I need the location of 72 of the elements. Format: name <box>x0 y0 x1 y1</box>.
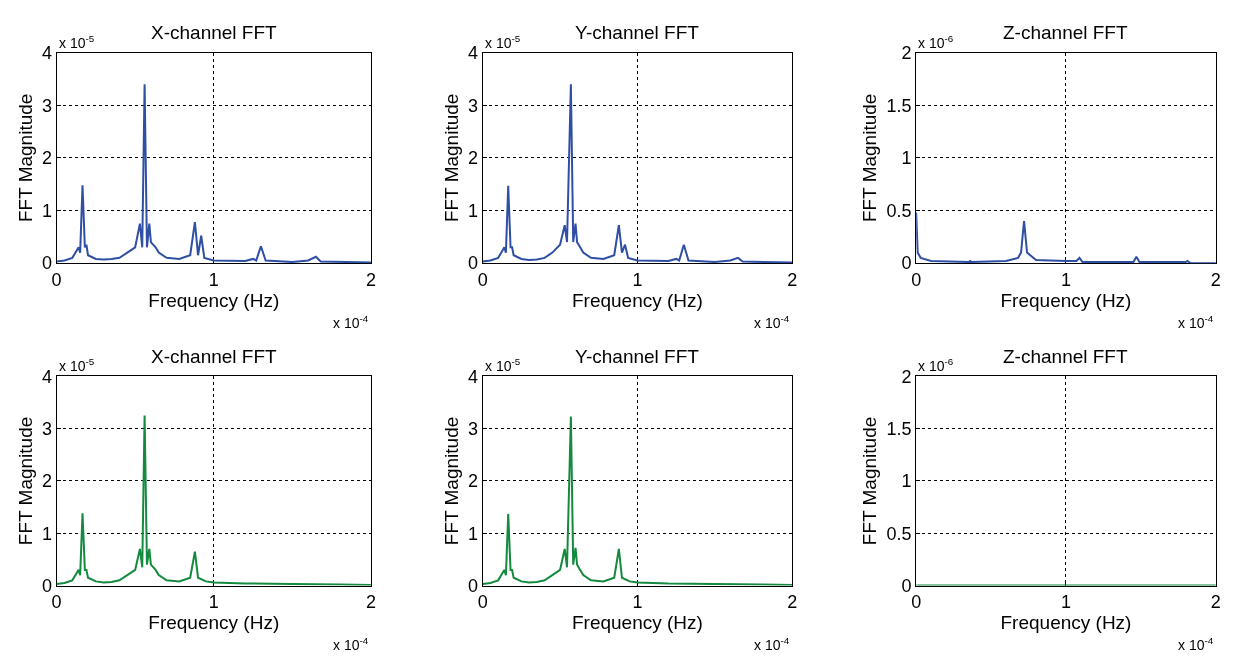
text: x 10$^{-4}$ <box>1178 635 1214 653</box>
y-tick-label: 4 <box>468 366 479 387</box>
y-tick-label: 0 <box>41 253 52 274</box>
text: x 10$^{-5}$ <box>59 356 95 374</box>
y-tick-label: 0 <box>901 575 912 596</box>
chart-title: Y-channel FFT <box>575 22 700 43</box>
y-tick-label: 4 <box>41 366 52 387</box>
text: x 10$^{-4}$ <box>333 313 369 331</box>
x-axis-title: Frequency (Hz) <box>148 289 280 311</box>
x-tick-label: 2 <box>1210 592 1221 613</box>
y-tick-label: 0 <box>468 253 479 274</box>
chart-title: Z-channel FFT <box>1003 346 1128 367</box>
text: x 10$^{-4}$ <box>333 635 369 653</box>
y-tick-label: 2 <box>468 471 479 492</box>
x-tick-label: 1 <box>208 269 219 290</box>
text: x 10$^{-6}$ <box>918 356 954 374</box>
y-tick-label: 1 <box>468 200 479 221</box>
x-axis-title: Frequency (Hz) <box>148 612 280 634</box>
x-axis-title: Frequency (Hz) <box>1000 289 1132 311</box>
x-tick-label: 1 <box>1060 269 1071 290</box>
x-tick-label: 2 <box>787 592 798 613</box>
y-tick-label: 4 <box>468 42 479 63</box>
text: x 10$^{-5}$ <box>485 33 521 51</box>
y-tick-label: 1.5 <box>886 95 912 116</box>
y-tick-label: 1 <box>41 200 52 221</box>
y-tick-label: 1 <box>468 523 479 544</box>
text: x 10$^{-6}$ <box>918 33 954 51</box>
y-tick-label: 3 <box>468 95 479 116</box>
y-tick-label: 1.5 <box>886 418 912 439</box>
y-tick-label: 1 <box>901 148 912 169</box>
y-axis-title: FFT Magnitude <box>859 93 881 223</box>
y-tick-label: 1 <box>41 523 52 544</box>
x-tick-label: 1 <box>1060 592 1071 613</box>
text: x 10$^{-4}$ <box>754 313 790 331</box>
y-tick-label: 2 <box>41 148 52 169</box>
y-tick-label: 2 <box>468 148 479 169</box>
chart-title: Y-channel FFT <box>575 346 700 367</box>
y-tick-label: 3 <box>468 418 479 439</box>
x-axis-title: Frequency (Hz) <box>1000 612 1132 634</box>
y-tick-label: 0.5 <box>886 200 912 221</box>
y-tick-label: 3 <box>41 418 52 439</box>
text: x 10$^{-5}$ <box>59 33 95 51</box>
y-axis-title: FFT Magnitude <box>859 416 881 546</box>
x-tick-label: 2 <box>1210 269 1221 290</box>
x-tick-label: 2 <box>365 269 376 290</box>
y-tick-label: 0 <box>468 575 479 596</box>
x-tick-label: 1 <box>632 269 643 290</box>
text: x 10$^{-5}$ <box>485 356 521 374</box>
y-axis-title: FFT Magnitude <box>14 93 36 223</box>
y-tick-label: 1 <box>901 471 912 492</box>
x-tick-label: 1 <box>632 592 643 613</box>
y-tick-label: 2 <box>41 471 52 492</box>
y-tick-label: 0 <box>901 253 912 274</box>
text: x 10$^{-4}$ <box>754 635 790 653</box>
y-tick-label: 0 <box>41 575 52 596</box>
x-tick-label: 1 <box>208 592 219 613</box>
text: x 10$^{-4}$ <box>1178 313 1214 331</box>
y-axis-title: FFT Magnitude <box>440 93 462 223</box>
x-axis-title: Frequency (Hz) <box>571 289 703 311</box>
x-tick-label: 2 <box>365 592 376 613</box>
x-tick-label: 2 <box>787 269 798 290</box>
x-axis-title: Frequency (Hz) <box>571 612 703 634</box>
chart-title: X-channel FFT <box>151 22 278 43</box>
y-tick-label: 2 <box>901 42 912 63</box>
y-tick-label: 0.5 <box>886 523 912 544</box>
y-tick-label: 2 <box>901 366 912 387</box>
y-axis-title: FFT Magnitude <box>14 416 36 546</box>
y-axis-title: FFT Magnitude <box>440 416 462 546</box>
chart-title: X-channel FFT <box>151 346 278 367</box>
y-tick-label: 3 <box>41 95 52 116</box>
y-tick-label: 4 <box>41 42 52 63</box>
chart-title: Z-channel FFT <box>1003 22 1128 43</box>
